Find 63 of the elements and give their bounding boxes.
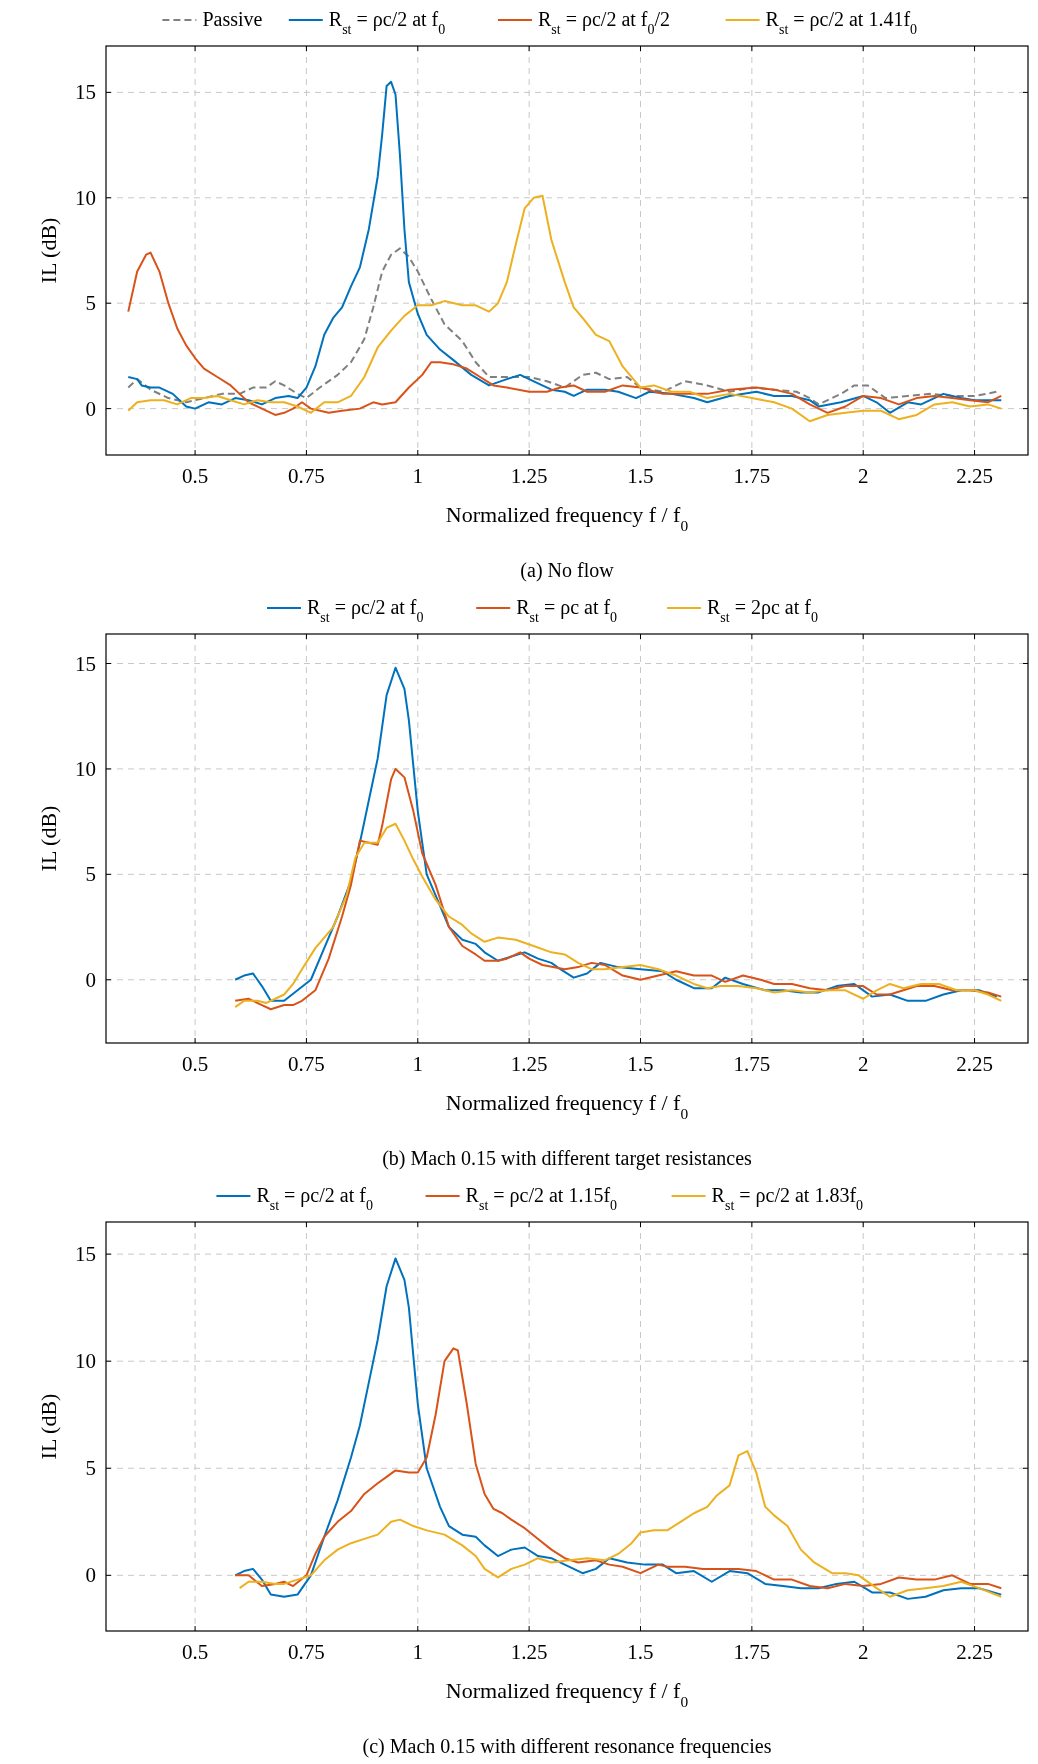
- legend-label: R$_{st}$ = 2ρc at f$_{0}$: [707, 596, 818, 625]
- legend-label: R$_{st}$ = ρc/2 at f$_{0}$/2: [538, 8, 671, 37]
- y-tick-label: 10: [75, 756, 96, 781]
- x-tick-label: 2.25: [956, 1052, 993, 1076]
- y-tick-label: 0: [85, 396, 96, 421]
- y-axis-title: IL (dB): [36, 1393, 61, 1460]
- x-tick-label: 1.75: [733, 1052, 771, 1076]
- x-tick-label: 2.25: [956, 464, 993, 488]
- legend-label: R$_{st}$ = ρc/2 at 1.83f$_{0}$: [711, 1184, 864, 1213]
- legend-label: R$_{st}$ = ρc/2 at f$_{0}$: [256, 1184, 373, 1213]
- y-axis-title: IL (dB): [36, 217, 61, 284]
- x-tick-label: 0.5: [181, 1052, 209, 1076]
- x-tick-label: 1.75: [733, 1640, 771, 1664]
- x-tick-label: 1.75: [733, 464, 771, 488]
- legend-label: R$_{st}$ = ρc/2 at 1.15f$_{0}$: [465, 1184, 618, 1213]
- line-series: [127, 80, 1003, 414]
- x-tick-label: 0.75: [288, 1052, 325, 1076]
- x-tick-label: 0.75: [288, 464, 325, 488]
- x-tick-label: 2: [857, 1640, 869, 1664]
- y-tick-label: 5: [85, 862, 96, 887]
- x-tick-label: 1.5: [627, 1052, 654, 1076]
- text: (b) Mach 0.15 with different target resistances: [382, 1147, 753, 1170]
- x-tick-label: 2.25: [956, 1640, 993, 1664]
- line-series: [238, 1450, 1003, 1598]
- x-tick-label: 2: [857, 464, 869, 488]
- x-tick-label: 1.25: [510, 1052, 548, 1076]
- x-tick-label: 0.5: [181, 464, 209, 488]
- text: (a) No flow: [520, 559, 615, 582]
- x-tick-label: 1.25: [510, 464, 548, 488]
- x-tick-label: 0.5: [181, 1640, 209, 1664]
- y-tick-label: 0: [85, 967, 96, 992]
- line-series: [127, 194, 1003, 423]
- y-tick-label: 10: [75, 185, 96, 210]
- x-axis-title: Normalized frequency f / f$_{0}$: [445, 502, 689, 534]
- legend-label: R$_{st}$ = ρc/2 at 1.41f$_{0}$: [765, 8, 918, 37]
- y-tick-label: 15: [75, 80, 96, 105]
- legend-label: R$_{st}$ = ρc/2 at f$_{0}$: [328, 8, 446, 37]
- line-series: [234, 822, 1003, 1009]
- x-tick-label: 1: [412, 464, 424, 488]
- x-tick-label: 1.5: [627, 1640, 654, 1664]
- y-tick-label: 10: [75, 1349, 96, 1374]
- y-tick-label: 5: [85, 1456, 96, 1481]
- legend-label: Passive: [202, 8, 263, 30]
- x-tick-label: 2: [857, 1052, 869, 1076]
- x-tick-label: 1.5: [627, 464, 654, 488]
- x-tick-label: 1: [412, 1640, 424, 1664]
- x-axis-title: Normalized frequency f / f$_{0}$: [445, 1678, 689, 1710]
- y-axis-title: IL (dB): [36, 805, 61, 872]
- y-tick-label: 15: [75, 1242, 96, 1267]
- x-tick-label: 0.75: [288, 1640, 325, 1664]
- y-tick-label: 15: [75, 651, 96, 676]
- x-tick-label: 1.25: [510, 1640, 548, 1664]
- x-tick-label: 1: [412, 1052, 424, 1076]
- line-series: [234, 1257, 1003, 1600]
- line-series: [234, 1347, 1003, 1590]
- y-tick-label: 0: [85, 1563, 96, 1588]
- legend-label: R$_{st}$ = ρc at f$_{0}$: [516, 596, 618, 625]
- legend-label: R$_{st}$ = ρc/2 at f$_{0}$: [307, 596, 424, 625]
- x-axis-title: Normalized frequency f / f$_{0}$: [445, 1090, 689, 1122]
- line-series: [234, 666, 998, 1002]
- y-tick-label: 5: [85, 291, 96, 316]
- text: (c) Mach 0.15 with different resonance frequencies: [362, 1735, 772, 1758]
- line-series: [234, 767, 1003, 1011]
